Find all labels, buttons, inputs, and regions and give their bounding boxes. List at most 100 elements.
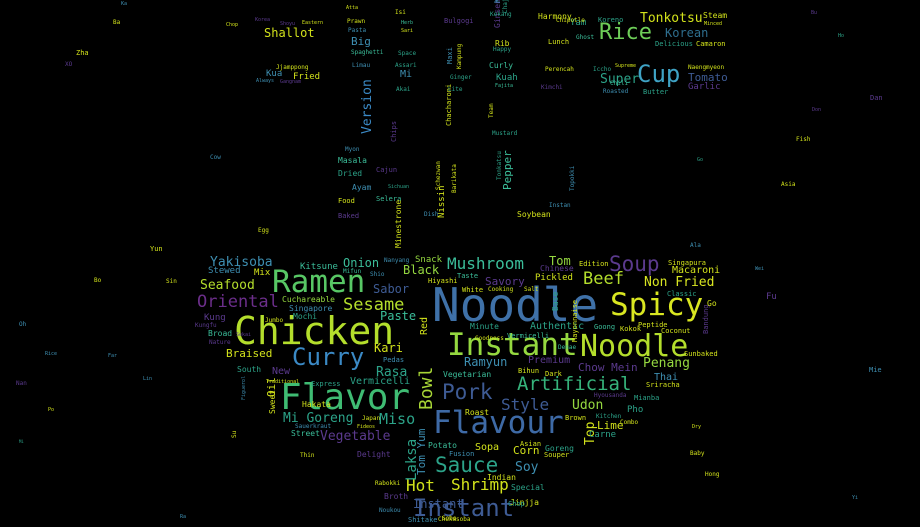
- cloud-word: Souper: [544, 451, 570, 459]
- cloud-word: Maxi: [446, 47, 454, 64]
- cloud-word: Taste: [457, 272, 479, 280]
- cloud-word: Eastern: [302, 20, 324, 26]
- cloud-word: Shallot: [264, 26, 315, 40]
- cloud-word: Singapura: [668, 259, 706, 267]
- cloud-word: Dark: [545, 370, 562, 378]
- cloud-word: Flavor: [280, 377, 411, 418]
- cloud-word: Food: [338, 197, 355, 205]
- cloud-word: Instant: [447, 327, 578, 363]
- cloud-word: Minute: [470, 322, 499, 331]
- cloud-word: Chow Mein: [578, 361, 638, 374]
- cloud-word: Pho: [627, 405, 644, 415]
- cloud-word: Prawn: [347, 18, 366, 25]
- cloud-word: Atta: [346, 5, 359, 11]
- cloud-word: Chips: [390, 120, 398, 142]
- cloud-word: Penang: [643, 356, 690, 371]
- cloud-word: Harmony: [538, 12, 572, 21]
- cloud-word: Noukou: [379, 507, 401, 514]
- cloud-word: Mix: [254, 268, 271, 278]
- cloud-word: Lunch: [548, 38, 570, 46]
- cloud-word: Spaghetti: [351, 49, 384, 56]
- cloud-word: Yam: [570, 18, 587, 28]
- cloud-word: Artificial: [517, 373, 632, 395]
- cloud-word: Figuerol: [241, 375, 247, 400]
- cloud-word: Mushroom: [447, 254, 525, 273]
- cloud-word: Japan: [362, 415, 381, 422]
- cloud-word: Kitsune: [300, 262, 338, 272]
- cloud-word: Fried: [293, 72, 321, 82]
- cloud-word: Don: [812, 107, 822, 113]
- cloud-word: White: [462, 286, 484, 294]
- cloud-word: Sobe: [442, 515, 457, 522]
- cloud-word: Bihun: [518, 367, 540, 375]
- cloud-word: Cooking: [488, 286, 514, 293]
- cloud-word: Salt: [524, 286, 539, 293]
- cloud-word: Indian: [487, 473, 516, 482]
- cloud-word: Akai: [396, 86, 411, 93]
- cloud-word: Dry: [692, 424, 702, 430]
- cloud-word: Cajun: [376, 166, 398, 174]
- cloud-word: Mie: [869, 366, 882, 374]
- cloud-word: New: [272, 366, 291, 377]
- cloud-word: Delicious: [655, 40, 693, 48]
- cloud-word: Traditional: [266, 379, 300, 385]
- cloud-word: Vermicelli: [350, 376, 411, 387]
- cloud-word: Kuah: [496, 73, 518, 83]
- cloud-word: Goong: [594, 323, 616, 331]
- cloud-word: Dan: [870, 94, 883, 102]
- cloud-word: Red: [419, 316, 430, 335]
- cloud-word: Sari: [401, 28, 414, 34]
- cloud-word: Fusion: [449, 450, 475, 458]
- cloud-word: Classic: [667, 290, 697, 298]
- cloud-word: Potato: [428, 441, 457, 450]
- cloud-word: Chinese: [540, 264, 574, 273]
- cloud-word: Goreng: [545, 444, 574, 453]
- cloud-word: Gangnam: [280, 79, 302, 85]
- cloud-word: Chacharoni: [445, 83, 453, 126]
- cloud-word: Combo: [620, 419, 639, 426]
- cloud-word: Spicy: [610, 287, 704, 323]
- cloud-word: Chop: [508, 500, 525, 508]
- cloud-word: Macaroni: [672, 265, 721, 276]
- cloud-word: Flavour: [433, 405, 564, 441]
- cloud-word: Soy: [515, 460, 539, 475]
- cloud-word: Chop: [226, 22, 239, 28]
- cloud-word: Myon: [345, 146, 360, 153]
- cloud-word: Curly: [489, 61, 514, 70]
- cloud-word: Nature: [209, 339, 231, 346]
- cloud-word: Kekang: [490, 11, 512, 18]
- cloud-word: Paste: [380, 309, 417, 323]
- cloud-word: Lime: [597, 419, 624, 432]
- cloud-word: Korean: [665, 26, 709, 40]
- cloud-word: Big: [351, 35, 371, 48]
- cloud-word: Shitake: [408, 516, 438, 524]
- cloud-word: Super: [600, 72, 640, 87]
- cloud-word: Rib: [495, 39, 510, 48]
- cloud-word: Rice: [599, 20, 652, 45]
- cloud-word: Denae: [558, 344, 577, 351]
- cloud-word: Limau: [352, 62, 371, 69]
- cloud-word: Ramen: [272, 264, 366, 300]
- cloud-word: Vegetable: [320, 429, 391, 444]
- cloud-word: Kari: [374, 341, 403, 355]
- cloud-word: Hyousanda: [594, 392, 627, 399]
- cloud-word: Vegetarian: [443, 370, 492, 379]
- cloud-word: Nanyang: [384, 257, 410, 264]
- cloud-word: Supreme: [615, 63, 637, 69]
- cloud-word: Tomato: [688, 71, 728, 84]
- cloud-word: Goodness: [475, 335, 504, 342]
- cloud-word: Egg: [258, 227, 269, 234]
- cloud-word: Barikata: [451, 164, 458, 193]
- cloud-word: Mifun: [343, 268, 362, 275]
- cloud-word: Corn: [513, 444, 540, 457]
- cloud-word: Go: [697, 157, 704, 163]
- cloud-word: Bowl: [416, 366, 437, 410]
- cloud-word: Sesame: [343, 295, 405, 315]
- cloud-word: Chukasoba: [438, 516, 471, 523]
- cloud-word: Go: [707, 299, 717, 308]
- cloud-word: Cup: [637, 60, 681, 88]
- cloud-word: Roast: [465, 408, 490, 417]
- cloud-word: Ghost: [576, 34, 595, 41]
- cloud-word: Yi: [852, 495, 859, 501]
- cloud-word: XO: [65, 61, 73, 68]
